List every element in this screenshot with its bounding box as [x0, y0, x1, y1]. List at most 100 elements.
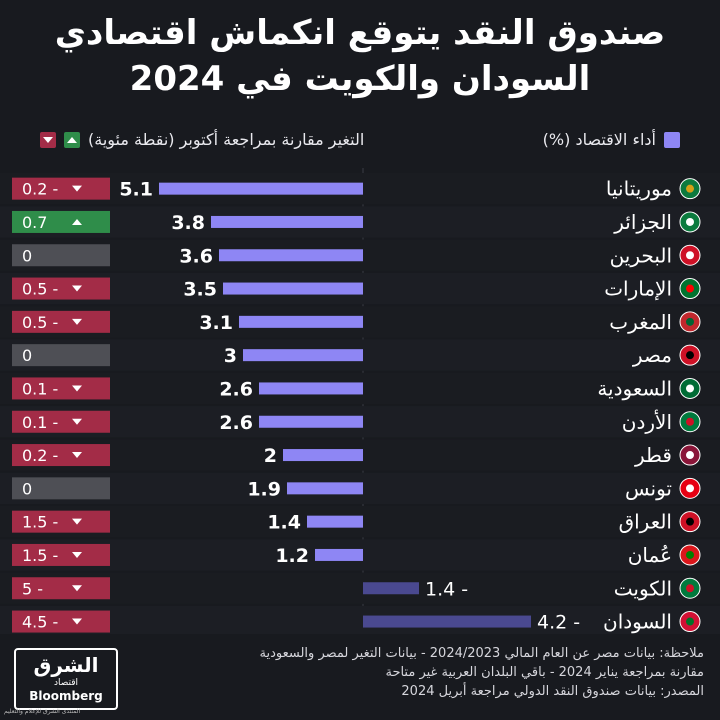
change-label: 1.5 - — [22, 513, 58, 532]
performance-bar — [259, 382, 363, 395]
performance-bar — [363, 615, 531, 628]
asharq-bloomberg-logo: الشرق اقتصاد Bloomberg — [14, 648, 118, 710]
title-line-1: صندوق النقد يتوقع انكماش اقتصادي — [54, 13, 666, 53]
change-label: 0.7 — [22, 213, 47, 232]
change-box — [12, 177, 110, 200]
value-label: 2.6 — [219, 412, 253, 434]
value-label: 3.5 — [183, 279, 217, 301]
flag-emblem — [686, 484, 694, 493]
down-arrow-icon — [72, 285, 82, 292]
category-label: الإمارات — [604, 277, 672, 301]
change-box — [12, 410, 110, 433]
value-label: 3.8 — [171, 212, 205, 234]
category-label: العراق — [619, 510, 672, 534]
performance-bar — [307, 515, 363, 528]
flag-emblem — [686, 550, 694, 559]
note-line-1: ملاحظة: بيانات مصر عن العام المالي 2024/… — [259, 646, 705, 661]
flag-emblem — [686, 217, 694, 226]
value-label: 1.2 — [275, 545, 309, 567]
footnotes: ملاحظة: بيانات مصر عن العام المالي 2024/… — [164, 644, 705, 701]
legend: أداء الاقتصاد (%) التغير مقارنة بمراجعة … — [40, 128, 680, 156]
flag-emblem — [686, 351, 694, 360]
legend-change: التغير مقارنة بمراجعة أكتوبر (نقطة مئوية… — [40, 130, 364, 149]
change-label: 4.5 - — [22, 613, 58, 632]
flag-emblem — [686, 517, 694, 526]
note-line-2: مقارنة بمراجعة يناير 2024 - باقي البلدان… — [385, 665, 704, 680]
change-label: 0.1 - — [22, 413, 58, 432]
change-box — [12, 477, 110, 500]
flag-emblem — [686, 384, 694, 393]
performance-bar — [211, 215, 363, 228]
change-box — [12, 577, 110, 600]
change-box — [12, 444, 110, 467]
change-box — [12, 244, 110, 267]
performance-bar — [363, 582, 419, 595]
row-band — [0, 572, 720, 604]
down-arrow-icon — [72, 518, 82, 525]
change-label: 0.2 - — [22, 446, 58, 465]
performance-bar — [283, 449, 363, 462]
value-label: 3.6 — [179, 245, 213, 267]
flag-emblem — [686, 617, 694, 626]
value-label: 3 — [224, 345, 237, 367]
category-label: قطر — [634, 443, 672, 467]
change-label: 5 - — [22, 579, 43, 598]
change-label: 0 — [22, 479, 32, 498]
category-label: الكويت — [614, 576, 672, 600]
flag-emblem — [686, 184, 694, 193]
change-box — [12, 210, 110, 233]
up-arrow-icon — [64, 131, 80, 148]
row-band — [0, 605, 720, 634]
flag-emblem — [686, 584, 694, 593]
up-arrow-icon — [72, 218, 82, 225]
change-box — [12, 310, 110, 333]
category-label: الأردن — [622, 410, 672, 434]
change-box — [12, 510, 110, 533]
value-label: 3.1 — [199, 312, 233, 334]
chart-title: صندوق النقد يتوقع انكماش اقتصادي السودان… — [0, 10, 720, 102]
down-arrow-icon — [72, 618, 82, 625]
performance-bar — [219, 249, 363, 262]
down-arrow-icon — [40, 131, 56, 148]
performance-bar — [243, 349, 363, 362]
down-arrow-icon — [72, 185, 82, 192]
performance-bar — [315, 548, 363, 561]
performance-bar — [223, 282, 363, 295]
flag-emblem — [686, 317, 694, 326]
down-arrow-icon — [72, 418, 82, 425]
down-arrow-icon — [72, 551, 82, 558]
value-label: 1.4 — [267, 512, 301, 534]
change-box — [12, 277, 110, 300]
performance-bar — [287, 482, 363, 495]
flag-emblem — [686, 251, 694, 260]
category-label: السعودية — [597, 376, 672, 400]
category-label: الجزائر — [613, 210, 672, 234]
source-line: المصدر: بيانات صندوق النقد الدولي مراجعة… — [401, 684, 704, 699]
value-label: 5.1 — [119, 179, 153, 201]
legend-performance-label: أداء الاقتصاد (%) — [542, 130, 656, 149]
performance-swatch — [664, 131, 680, 148]
title-line-2: السودان والكويت في 2024 — [129, 59, 591, 99]
down-arrow-icon — [72, 452, 82, 459]
change-label: 0.2 - — [22, 180, 58, 199]
down-arrow-icon — [72, 585, 82, 592]
category-label: تونس — [625, 476, 672, 500]
category-label: عُمان — [628, 543, 672, 567]
category-label: مصر — [632, 343, 672, 367]
performance-bar — [159, 182, 363, 195]
flag-emblem — [686, 417, 694, 426]
logo-footer: المنتدى الشرق للإعلام والتعليم — [4, 708, 81, 715]
change-label: 1.5 - — [22, 546, 58, 565]
change-label: 0 — [22, 346, 32, 365]
change-box — [12, 377, 110, 400]
value-label: 1.9 — [247, 478, 281, 500]
value-label: 2 — [264, 445, 277, 467]
change-label: 0.5 - — [22, 280, 58, 299]
category-label: موريتانيا — [606, 177, 672, 201]
change-label: 0 — [22, 246, 32, 265]
category-label: المغرب — [609, 310, 672, 334]
flag-emblem — [686, 451, 694, 460]
change-label: 0.5 - — [22, 313, 58, 332]
value-label: 1.4 - — [425, 578, 468, 600]
value-label: 4.2 - — [537, 612, 580, 634]
